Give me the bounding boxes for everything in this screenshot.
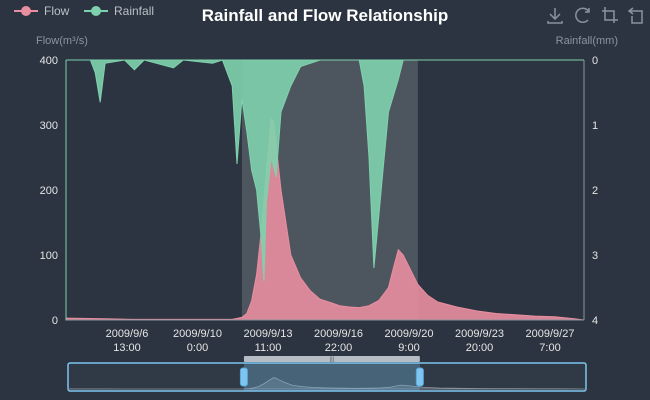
zoom-move-handle-grip: ||| [330, 357, 335, 363]
x-tick-label-time: 9:00 [398, 342, 419, 354]
y-left-tick-label: 200 [40, 185, 58, 197]
x-tick-label-time: 13:00 [113, 342, 141, 354]
zoom-back-icon[interactable] [626, 6, 644, 24]
legend-label-rainfall: Rainfall [114, 4, 154, 18]
y-right-tick-label: 1 [592, 120, 598, 132]
y-right-tick-label: 3 [592, 250, 598, 262]
x-tick-label-time: 22:00 [325, 342, 353, 354]
legend-marker-flow [21, 6, 31, 16]
legend-item-flow[interactable]: Flow [14, 4, 70, 18]
series-rainfall-area [66, 59, 584, 282]
legend-item-rainfall[interactable]: Rainfall [84, 4, 154, 18]
axes-layer: 0 100 200 300 400 0 1 2 3 4 2009/9/6 13:00 2009/9/10… [40, 55, 598, 354]
chart-title: Rainfall and Flow Relationship [202, 6, 449, 25]
y-left-tick-label: 300 [40, 120, 58, 132]
y-right-tick-label: 2 [592, 185, 598, 197]
y-right-tick-label: 0 [592, 55, 598, 67]
zoom-move-handle[interactable] [243, 356, 420, 362]
toolbox [546, 6, 644, 24]
x-tick-label-date: 2009/9/6 [106, 328, 149, 340]
data-zoom-slider[interactable]: ||| [67, 356, 587, 392]
zoom-selected-range[interactable] [243, 363, 420, 391]
zoom-handle-end[interactable] [415, 367, 424, 387]
x-tick-label-time: 11:00 [255, 342, 282, 354]
y-left-tick-label: 0 [52, 315, 58, 327]
legend: Flow Rainfall [14, 4, 154, 18]
y-left-tick-label: 400 [40, 55, 58, 67]
legend-marker-rainfall [91, 6, 101, 16]
x-tick-label-date: 2009/9/16 [314, 328, 363, 340]
y-right-tick-label: 4 [592, 315, 598, 327]
x-tick-label-time: 7:00 [539, 342, 560, 354]
y-right-axis-name: Rainfall(mm) [556, 35, 618, 47]
legend-label-flow: Flow [44, 4, 70, 18]
x-tick-label-date: 2009/9/27 [526, 328, 575, 340]
y-left-tick-label: 100 [40, 250, 58, 262]
x-tick-label-date: 2009/9/10 [173, 328, 222, 340]
x-tick-label-date: 2009/9/20 [385, 328, 434, 340]
zoom-handle-start[interactable] [239, 367, 248, 387]
x-tick-label-date: 2009/9/23 [455, 328, 504, 340]
download-icon[interactable] [546, 6, 564, 24]
y-left-axis-name: Flow(m³/s) [36, 35, 88, 47]
zoom-preview-line [67, 377, 587, 390]
series-flow-area [65, 117, 585, 321]
zoom-track[interactable] [67, 362, 587, 392]
x-tick-label-time: 0:00 [187, 342, 208, 354]
x-tick-label-time: 20:00 [466, 342, 494, 354]
x-tick-label-date: 2009/9/13 [244, 328, 293, 340]
series-layer [65, 59, 585, 321]
restore-icon[interactable] [573, 6, 591, 24]
zoom-select-icon[interactable] [600, 6, 618, 24]
